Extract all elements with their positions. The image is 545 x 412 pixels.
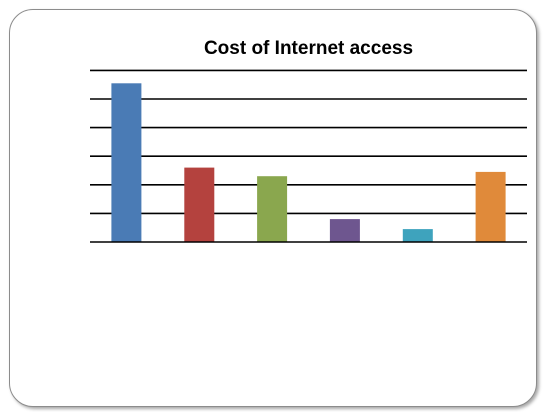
bar-3 xyxy=(257,176,288,242)
bar-6 xyxy=(475,171,506,242)
bar-4 xyxy=(329,219,360,242)
bar-1 xyxy=(111,83,142,242)
bar-2 xyxy=(184,167,215,242)
chart-title: Cost of Internet access xyxy=(203,38,414,59)
gridlines xyxy=(90,69,527,215)
bar-5 xyxy=(402,229,433,242)
bars xyxy=(111,83,506,242)
